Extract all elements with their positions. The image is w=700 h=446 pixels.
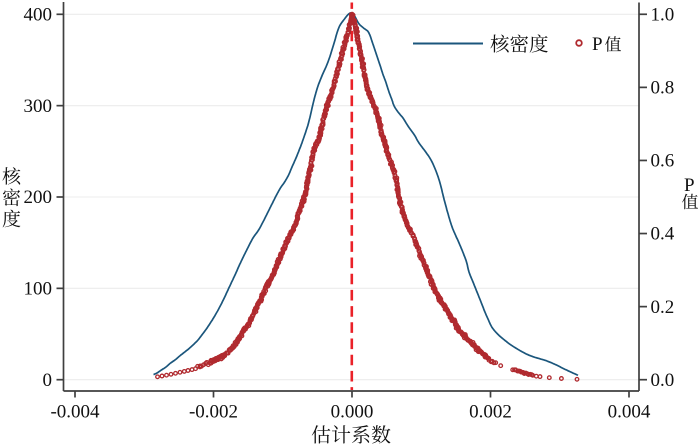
svg-text:P: P	[592, 34, 603, 55]
svg-text:-0.004: -0.004	[50, 402, 100, 423]
svg-text:0: 0	[43, 370, 53, 391]
svg-text:0.4: 0.4	[651, 224, 675, 245]
svg-text:0.000: 0.000	[331, 402, 374, 423]
svg-text:0.2: 0.2	[651, 297, 675, 318]
svg-text:400: 400	[24, 5, 53, 26]
svg-text:300: 300	[24, 96, 53, 117]
svg-text:0.002: 0.002	[469, 402, 512, 423]
svg-text:0.0: 0.0	[651, 370, 675, 391]
svg-text:200: 200	[24, 187, 53, 208]
svg-text:100: 100	[24, 279, 53, 300]
svg-text:1.0: 1.0	[651, 5, 675, 26]
svg-text:P: P	[684, 175, 695, 196]
svg-text:-0.002: -0.002	[189, 402, 238, 423]
svg-text:0.8: 0.8	[651, 78, 675, 99]
svg-text:0.004: 0.004	[608, 402, 651, 423]
svg-text:0.6: 0.6	[651, 151, 675, 172]
